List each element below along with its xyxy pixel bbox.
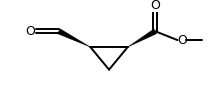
Text: O: O [177, 34, 187, 47]
Text: O: O [150, 0, 160, 12]
Polygon shape [58, 29, 90, 47]
Text: O: O [25, 25, 35, 38]
Polygon shape [128, 29, 157, 47]
